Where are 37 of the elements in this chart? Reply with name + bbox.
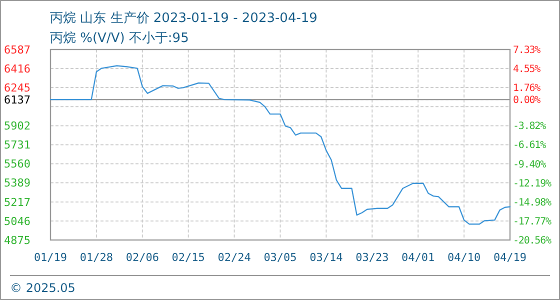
y-tick-label: 6137 — [4, 93, 30, 106]
y2-tick-label: -14.98% — [513, 197, 552, 208]
y-tick-label: 5731 — [4, 138, 30, 152]
y-tick-label: 6587 — [4, 43, 30, 56]
text: © 2025.05 — [10, 281, 76, 295]
chart-title: 丙烷 山东 生产价 2023-01-19 - 2023-04-19 — [50, 11, 318, 26]
x-tick-label: 04/19 — [493, 251, 527, 264]
y2-tick-label: -9.40% — [513, 159, 546, 170]
y-tick-label: 5560 — [4, 158, 30, 171]
y2-tick-label: -12.19% — [513, 178, 552, 190]
y2-tick-label: -3.82% — [513, 121, 546, 132]
y-tick-label: 4875 — [4, 234, 30, 247]
line-series — [50, 65, 511, 225]
y-tick-label: 6416 — [4, 62, 30, 76]
y2-tick-label: -20.56% — [513, 236, 552, 246]
x-tick-label: 02/15 — [172, 251, 205, 264]
y2-tick-label: -6.61% — [513, 140, 546, 152]
y2-tick-label: 1.76% — [513, 83, 541, 94]
y-tick-label: 5046 — [4, 214, 30, 228]
x-tick-label: 01/19 — [34, 251, 68, 264]
x-tick-label: 02/24 — [218, 251, 252, 264]
y-tick-label: 5902 — [4, 120, 30, 133]
y-tick-label: 5217 — [4, 196, 30, 209]
y-tick-label: 6245 — [4, 81, 30, 94]
x-tick-label: 03/23 — [356, 251, 389, 264]
y2-tick-label: 0.00% — [513, 95, 541, 106]
y2-tick-label: -17.77% — [513, 216, 552, 228]
x-tick-label: 03/05 — [264, 251, 297, 264]
y-tick-label: 5389 — [4, 176, 30, 190]
y2-tick-label: 4.55% — [513, 64, 541, 75]
y2-tick-label: 7.33% — [513, 45, 541, 56]
x-tick-label: 02/06 — [126, 251, 159, 264]
x-tick-label: 04/01 — [402, 251, 435, 264]
chart-subtitle: 丙烷 %(V/V) 不小于:95 — [50, 31, 189, 46]
x-tick-label: 01/28 — [80, 251, 114, 264]
x-tick-label: 04/10 — [447, 251, 481, 264]
x-tick-label: 03/14 — [310, 251, 344, 264]
